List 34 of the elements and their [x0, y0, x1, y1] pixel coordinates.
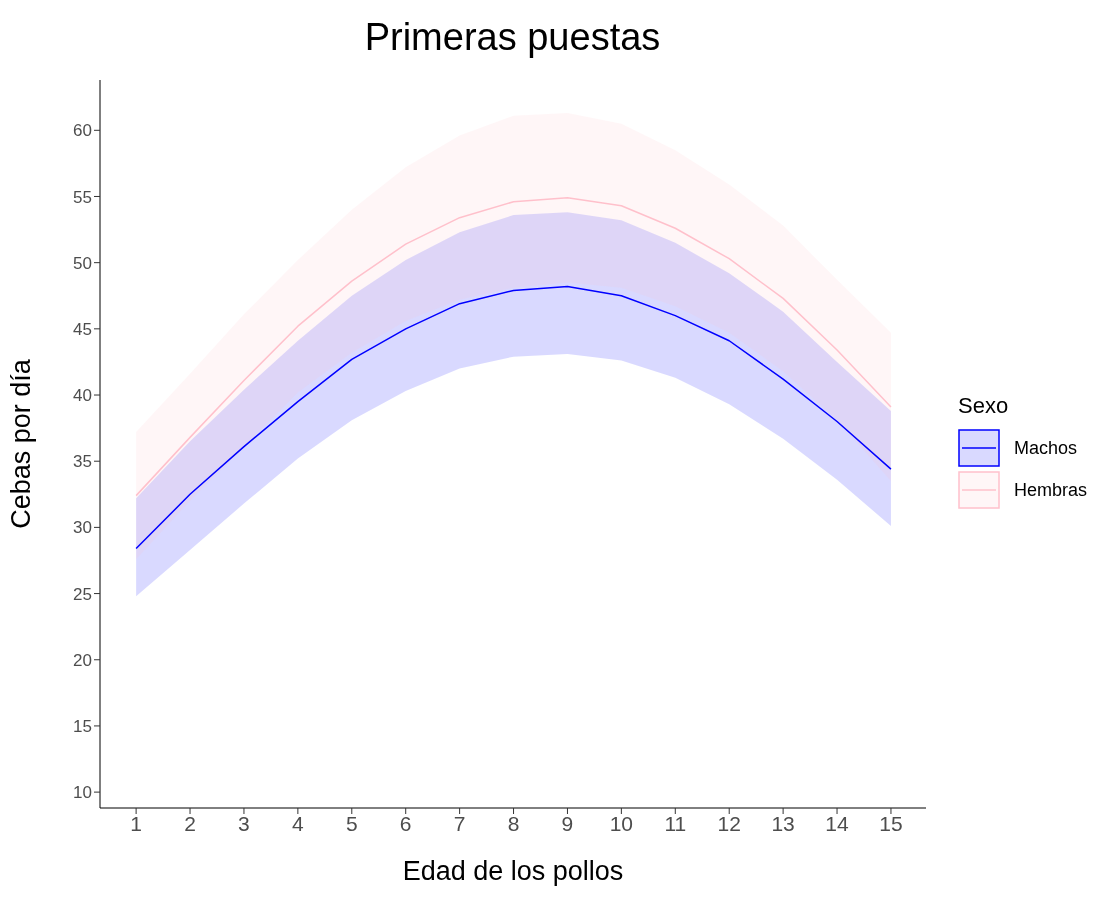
x-tick-label: 9 [561, 811, 574, 835]
y-tick-label: 15 [73, 716, 92, 736]
x-tick-label: 11 [664, 811, 687, 835]
x-tick-label: 5 [345, 811, 358, 835]
x-tick-label: 13 [771, 811, 795, 835]
line-series [135, 197, 892, 497]
x-tick-label: 1 [130, 811, 142, 835]
x-tick-label: 2 [184, 811, 196, 835]
x-tick-label: 4 [292, 811, 305, 835]
legend-title: Sexo [958, 393, 1010, 419]
x-tick-label: 12 [717, 811, 741, 835]
y-tick-label: 55 [73, 187, 92, 207]
y-tick-label: 25 [73, 584, 92, 604]
x-tick-label: 7 [453, 811, 466, 835]
x-tick-label: 14 [825, 811, 850, 835]
x-tick-label: 10 [609, 811, 634, 835]
y-tick-label: 10 [73, 783, 92, 803]
x-tick-label: 8 [507, 811, 520, 835]
x-tick-label: 3 [238, 811, 250, 835]
y-tick-label: 30 [73, 518, 92, 538]
y-tick-label: 50 [73, 253, 92, 273]
y-tick-label: 60 [73, 121, 92, 141]
line-series [135, 285, 892, 550]
legend-label: Hembras [1014, 479, 1088, 501]
y-axis-title: Cebas por día [5, 358, 36, 529]
y-tick-label: 45 [73, 319, 92, 339]
chart-title: Primeras puestas [363, 16, 662, 59]
legend-label: Machos [1014, 437, 1078, 459]
y-tick-label: 35 [73, 452, 92, 472]
y-tick-label: 20 [73, 650, 92, 670]
x-tick-label: 6 [399, 811, 412, 835]
x-axis-title: Edad de los pollos [402, 856, 624, 886]
y-tick-label: 40 [73, 386, 92, 406]
x-tick-label: 15 [879, 811, 903, 835]
